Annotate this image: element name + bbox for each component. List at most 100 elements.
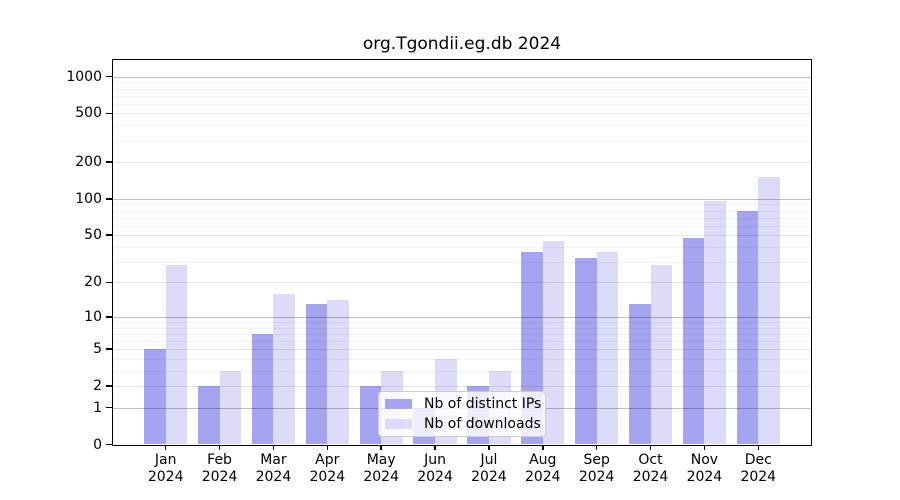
bar-downloads-dec (758, 177, 780, 445)
gridline-800 (113, 88, 811, 90)
year-label: 2024 (363, 469, 399, 485)
bar-downloads-oct (650, 265, 673, 445)
gridline-300 (113, 140, 811, 142)
y-tick-mark (106, 198, 112, 200)
plot-area: Nb of distinct IPs Nb of downloads (112, 59, 812, 446)
x-tick-mark (595, 445, 598, 450)
year-label: 2024 (578, 469, 615, 485)
legend: Nb of distinct IPs Nb of downloads (378, 391, 546, 437)
x-tick-mark (649, 445, 652, 450)
gridline-10 (113, 316, 811, 318)
x-tick-mark (488, 445, 490, 450)
x-tick-mark (757, 445, 760, 450)
y-tick-mark (106, 234, 112, 236)
bar-downloads-jan (165, 265, 188, 445)
bar-downloads-aug (542, 240, 565, 445)
month-label: Nov (690, 452, 719, 468)
x-tick-mark (380, 445, 382, 450)
bar-distinct-ips-nov (682, 238, 705, 445)
year-label: 2024 (632, 469, 669, 485)
gridline-9 (113, 321, 811, 323)
x-tick-mark (218, 445, 221, 450)
bar-distinct-ips-mar (251, 333, 274, 445)
x-tick-label-may: May 2024 (351, 452, 411, 486)
gridline-900 (113, 82, 811, 84)
gridline-2 (113, 386, 811, 387)
legend-item-downloads: Nb of downloads (379, 415, 545, 432)
y-tick-mark (106, 112, 112, 115)
year-label: 2024 (255, 469, 292, 485)
y-tick-mark (106, 406, 112, 409)
gridline-4 (113, 358, 811, 360)
month-label: Sep (583, 452, 610, 468)
year-label: 2024 (740, 469, 777, 485)
year-label: 2024 (147, 469, 184, 485)
year-label: 2024 (417, 469, 453, 485)
legend-label: Nb of downloads (424, 415, 541, 432)
month-label: Apr (315, 452, 340, 468)
gridline-40 (113, 246, 811, 248)
bar-distinct-ips-jan (144, 349, 166, 445)
x-tick-mark (164, 445, 167, 450)
month-label: Jan (154, 452, 177, 468)
year-label: 2024 (471, 469, 507, 485)
x-tick-mark (326, 445, 329, 450)
gridline-30 (113, 261, 811, 263)
y-tick-label: 20 (84, 274, 102, 291)
y-tick-label: 0 (93, 436, 102, 453)
bar-distinct-ips-oct (628, 303, 651, 445)
month-label: Jun (424, 452, 446, 468)
gridline-50 (113, 235, 811, 237)
x-tick-mark (542, 445, 544, 450)
x-tick-label-apr: Apr 2024 (297, 452, 357, 486)
bar-distinct-ips-sep (575, 258, 597, 445)
x-tick-label-oct: Oct 2024 (621, 452, 681, 486)
bar-downloads-mar (273, 293, 296, 445)
month-label: Mar (260, 452, 287, 468)
gridline-5 (113, 349, 811, 351)
x-tick-label-mar: Mar 2024 (243, 452, 303, 486)
bar-downloads-feb (219, 370, 242, 445)
x-tick-label-nov: Nov 2024 (674, 452, 734, 486)
gridline-100 (113, 198, 811, 200)
y-tick-label: 1 (93, 399, 102, 416)
y-tick-mark (106, 75, 112, 78)
gridline-200 (113, 162, 811, 164)
gridline-90 (113, 204, 811, 206)
gridline-600 (113, 103, 811, 105)
bar-distinct-ips-apr (305, 303, 328, 445)
month-label: May (366, 452, 396, 468)
y-tick-mark (106, 385, 112, 387)
x-tick-label-dec: Dec 2024 (728, 452, 788, 486)
chart-title: org.Tgondii.eg.db 2024 (362, 34, 562, 54)
x-tick-label-aug: Aug 2024 (513, 452, 573, 486)
month-label: Jul (480, 452, 498, 468)
downloads-swatch-icon (385, 419, 412, 429)
gridline-80 (113, 210, 811, 212)
bar-distinct-ips-dec (736, 210, 759, 445)
year-label: 2024 (524, 469, 561, 485)
y-tick-mark (106, 281, 112, 284)
y-tick-mark (106, 443, 112, 446)
y-tick-label: 5 (93, 341, 102, 358)
bar-distinct-ips-feb (197, 386, 220, 445)
year-label: 2024 (201, 469, 238, 485)
gridline-500 (113, 113, 811, 115)
gridline-3 (113, 370, 811, 372)
gridline-70 (113, 217, 811, 219)
bar-downloads-apr (327, 300, 349, 445)
x-tick-mark (272, 445, 275, 450)
gridline-400 (113, 125, 811, 127)
bar-distinct-ips-may (359, 386, 382, 445)
x-tick-mark (703, 445, 706, 450)
y-tick-mark (106, 161, 112, 163)
y-tick-label: 200 (75, 154, 102, 171)
month-label: Feb (207, 452, 232, 468)
gridline-7 (113, 333, 811, 335)
x-tick-label-jun: Jun 2024 (405, 452, 465, 486)
y-tick-mark (106, 316, 112, 318)
x-tick-label-jul: Jul 2024 (459, 452, 519, 486)
y-tick-label: 100 (75, 190, 102, 207)
year-label: 2024 (686, 469, 723, 485)
